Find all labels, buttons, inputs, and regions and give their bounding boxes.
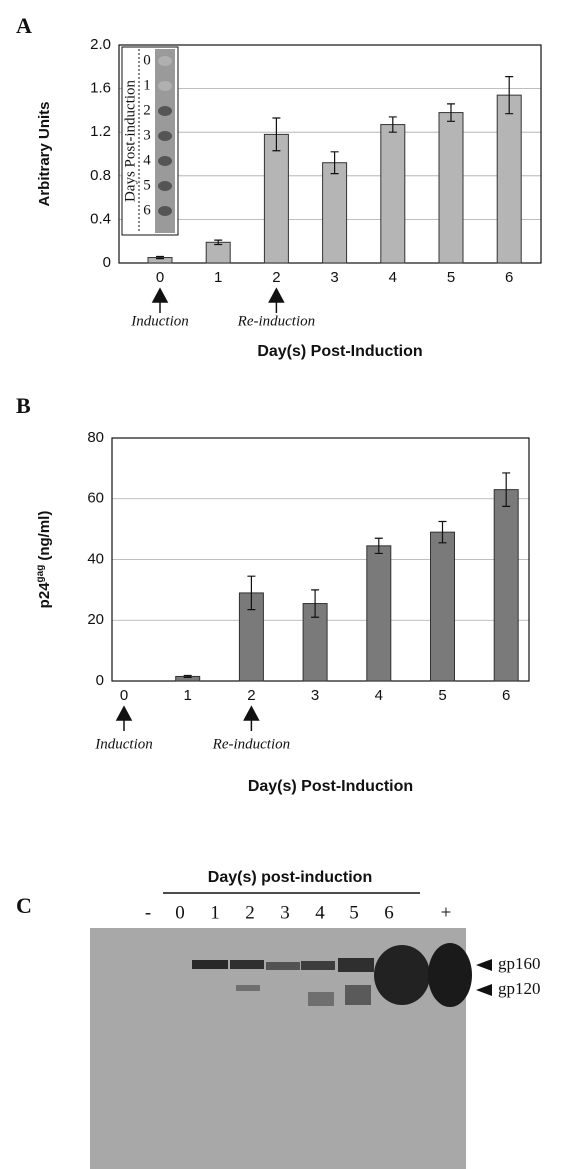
y-tick-label: 0 — [96, 672, 104, 689]
annotation: Re-induction — [212, 736, 290, 752]
blot-title: Day(s) post-induction — [208, 869, 372, 886]
bar — [381, 125, 405, 263]
band-arrows — [476, 959, 492, 996]
x-axis-label: Day(s) Post-Induction — [257, 343, 422, 360]
y-tick-label: 2.0 — [90, 36, 111, 53]
lane-label: 0 — [175, 902, 185, 923]
inset-lane-label: 1 — [143, 77, 151, 93]
inset-lane-label: 4 — [143, 152, 151, 168]
inset-dot — [158, 81, 172, 91]
bar — [439, 113, 463, 263]
inset-lane-label: 3 — [143, 127, 151, 143]
inset-dot — [158, 56, 172, 66]
annotation: Induction — [94, 736, 153, 752]
annotation: Re-induction — [237, 313, 315, 329]
y-axis-label-sup: gag — [35, 565, 46, 583]
inset-dot — [158, 131, 172, 141]
bar — [497, 95, 521, 263]
lane-label: + — [441, 902, 452, 923]
x-tick-label: 5 — [447, 269, 455, 286]
x-tick-label: 6 — [502, 687, 510, 704]
inset-lane-label: 6 — [143, 202, 151, 218]
bar — [431, 532, 455, 681]
annotation-arrow — [117, 707, 131, 731]
y-axis-label: p24gag (ng/ml) — [35, 511, 53, 609]
inset: Days Post-induction 0 1 2 3 4 5 6 — [122, 47, 178, 235]
inset-title: Days Post-induction — [122, 79, 138, 202]
x-tick-label: 2 — [272, 269, 280, 286]
lane-label: - — [145, 902, 151, 923]
annotation-arrow — [244, 707, 258, 731]
x-tick-label: 3 — [311, 687, 319, 704]
y-tick-label: 0 — [103, 254, 111, 271]
y-tick-label: 0.4 — [90, 210, 111, 227]
lane-label: 5 — [349, 902, 359, 923]
x-tick-label: 4 — [389, 269, 397, 286]
inset-lane-label: 5 — [143, 177, 151, 193]
x-axis-label: Day(s) Post-Induction — [248, 778, 413, 795]
bar — [323, 163, 347, 263]
annotation-arrow — [153, 289, 167, 313]
y-axis-label-main: p24 — [36, 582, 53, 609]
inset-dot — [158, 206, 172, 216]
y-tick-label: 40 — [87, 550, 104, 567]
panel-label: B — [16, 393, 31, 418]
annotation-arrow — [269, 289, 283, 313]
figure: A 0 0.4 0.8 1.2 1.6 2.0 Days Post-induction 0 1 2 3… — [0, 0, 563, 1169]
annotation: Induction — [130, 313, 189, 329]
panel-label: C — [16, 893, 32, 918]
y-axis-label-unit: (ng/ml) — [36, 511, 53, 561]
page: A 0 0.4 0.8 1.2 1.6 2.0 Days Post-induction 0 1 2 3… — [0, 0, 563, 1169]
bar — [494, 490, 518, 681]
lane-label: 2 — [245, 902, 255, 923]
inset-dot — [158, 156, 172, 166]
x-tick-label: 6 — [505, 269, 513, 286]
x-tick-label: 2 — [247, 687, 255, 704]
y-tick-label: 60 — [87, 490, 104, 507]
y-tick-label: 20 — [87, 611, 104, 628]
panel-label: A — [16, 13, 32, 38]
inset-dot — [158, 181, 172, 191]
x-tick-label: 5 — [438, 687, 446, 704]
x-tick-label: 1 — [214, 269, 222, 286]
lane-label: 6 — [384, 902, 394, 923]
y-axis-label: Arbitrary Units — [36, 101, 53, 206]
lane-label: 1 — [210, 902, 220, 923]
y-tick-label: 80 — [87, 429, 104, 446]
x-tick-label: 0 — [120, 687, 128, 704]
lane-label: 4 — [315, 902, 325, 923]
bar — [206, 242, 230, 263]
x-tick-label: 0 — [156, 269, 164, 286]
inset-dot — [158, 106, 172, 116]
bar — [264, 134, 288, 263]
y-tick-label: 1.6 — [90, 80, 111, 97]
bar — [367, 546, 391, 681]
lane-label: 3 — [280, 902, 290, 923]
x-tick-label: 1 — [184, 687, 192, 704]
x-tick-label: 4 — [375, 687, 383, 704]
band-label: gp160 — [498, 954, 541, 973]
x-tick-label: 3 — [330, 269, 338, 286]
band-label: gp120 — [498, 979, 541, 998]
inset-lane-label: 2 — [143, 102, 151, 118]
inset-lane-label: 0 — [143, 52, 151, 68]
y-tick-label: 1.2 — [90, 123, 111, 140]
y-tick-label: 0.8 — [90, 167, 111, 184]
